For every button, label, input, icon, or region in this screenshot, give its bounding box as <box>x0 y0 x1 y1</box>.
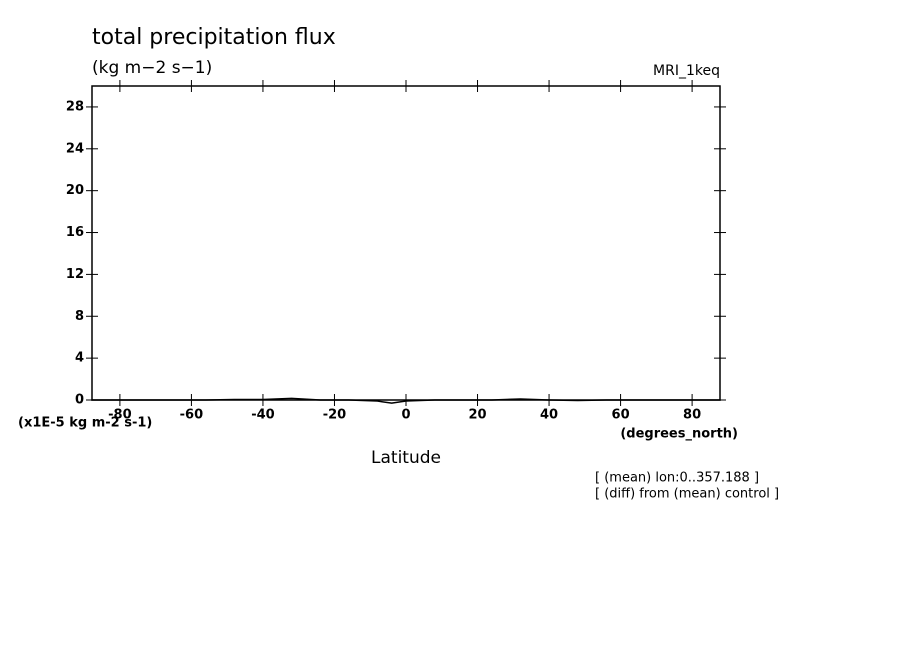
plot-frame <box>91 85 721 401</box>
x-tick-label: 80 <box>683 408 701 423</box>
y-tick-label: 12 <box>66 267 84 282</box>
x-tick-label: 40 <box>540 408 558 423</box>
y-tick-label: 24 <box>66 141 84 156</box>
annotation: [ (diff) from (mean) control ] <box>595 487 779 502</box>
y-tick-label: 4 <box>75 351 84 366</box>
chart-subtitle: (kg m−2 s−1) <box>92 58 212 78</box>
y-tick-label: 0 <box>75 393 84 408</box>
data-line <box>91 397 721 404</box>
x-tick-label: 0 <box>401 408 410 423</box>
x-tick-label: -80 <box>108 408 132 423</box>
x-units: (degrees_north) <box>620 427 738 442</box>
x-tick-label: 60 <box>612 408 630 423</box>
y-tick-label: 8 <box>75 309 84 324</box>
x-tick-label: -40 <box>251 408 275 423</box>
annotation: [ (mean) lon:0..357.188 ] <box>595 471 759 486</box>
x-tick-label: -20 <box>323 408 347 423</box>
x-tick-label: -60 <box>180 408 204 423</box>
y-tick-label: 20 <box>66 183 84 198</box>
x-tick-label: 20 <box>468 408 486 423</box>
y-tick-label: 16 <box>66 225 84 240</box>
y-units: (x1E-5 kg m-2 s-1) <box>18 416 152 431</box>
dataset-label: MRI_1keq <box>653 63 720 79</box>
y-tick-label: 28 <box>66 99 84 114</box>
chart-title: total precipitation flux <box>92 25 336 50</box>
x-axis-title: Latitude <box>371 448 441 468</box>
